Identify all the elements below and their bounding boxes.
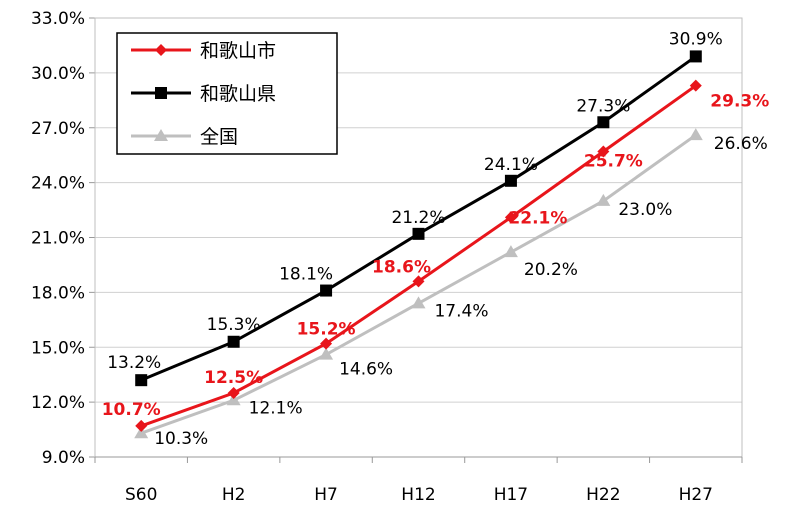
- x-tick-label: S60: [125, 485, 157, 505]
- data-label-diamond: 10.7%: [102, 400, 161, 420]
- data-label-diamond: 29.3%: [710, 92, 769, 112]
- data-label-triangle: 17.4%: [434, 301, 488, 321]
- y-tick-label: 33.0%: [31, 9, 85, 29]
- y-tick-label: 9.0%: [42, 448, 85, 468]
- square-marker: [597, 116, 610, 129]
- legend-square-marker: [155, 87, 167, 99]
- x-tick-label: H22: [586, 485, 620, 505]
- y-axis-ticks: 9.0% 12.0% 15.0% 18.0% 21.0% 24.0% 27.0% 30.0% 3…: [31, 9, 85, 468]
- legend-label: 全国: [200, 126, 238, 148]
- x-tick-label: H7: [314, 485, 338, 505]
- x-tick-label: H27: [679, 485, 713, 505]
- data-label-diamond: 15.2%: [297, 320, 356, 340]
- data-label-diamond: 22.1%: [508, 208, 567, 228]
- x-tick-label: H17: [494, 485, 528, 505]
- data-label-square: 21.2%: [391, 208, 445, 228]
- data-label-triangle: 14.6%: [339, 360, 393, 380]
- data-label-square: 24.1%: [484, 155, 538, 175]
- data-label-square: 15.3%: [207, 315, 261, 335]
- x-axis-ticks: S60 H2 H7 H12 H17 H22 H27: [125, 485, 713, 505]
- triangle-marker: [688, 128, 703, 141]
- legend-label: 和歌山県: [200, 83, 276, 105]
- data-label-triangle: 12.1%: [249, 398, 303, 418]
- legend-triangle-marker: [154, 129, 168, 141]
- data-label-diamond: 12.5%: [204, 368, 263, 388]
- legend-diamond-marker: [155, 44, 167, 56]
- diamond-marker: [135, 419, 148, 432]
- diamond-marker: [597, 145, 610, 158]
- diamond-marker: [412, 275, 425, 288]
- series-markers: [134, 50, 703, 439]
- square-marker: [227, 335, 240, 348]
- square-marker: [689, 50, 702, 63]
- y-tick-label: 15.0%: [31, 338, 85, 358]
- triangle-marker: [503, 245, 518, 258]
- triangle-marker: [411, 296, 426, 309]
- legend-label: 和歌山市: [200, 40, 276, 62]
- square-marker: [135, 374, 148, 387]
- y-tick-label: 21.0%: [31, 229, 85, 249]
- data-label-diamond: 18.6%: [372, 257, 431, 277]
- data-labels: 10.7% 12.5% 15.2% 18.6% 22.1% 25.7% 29.3% 13.2%…: [102, 29, 770, 449]
- square-marker: [412, 227, 425, 240]
- square-marker: [320, 284, 333, 297]
- data-label-triangle: 20.2%: [524, 260, 578, 280]
- y-tick-label: 30.0%: [31, 64, 85, 84]
- data-label-triangle: 26.6%: [714, 134, 768, 154]
- triangle-marker: [319, 347, 334, 360]
- data-label-diamond: 25.7%: [584, 152, 643, 172]
- data-label-square: 13.2%: [107, 353, 161, 373]
- data-label-triangle: 23.0%: [618, 200, 672, 220]
- y-tick-label: 24.0%: [31, 174, 85, 194]
- y-tick-label: 12.0%: [31, 393, 85, 413]
- triangle-marker: [226, 393, 241, 406]
- x-tick-label: H2: [222, 485, 246, 505]
- data-label-square: 18.1%: [279, 265, 333, 285]
- square-marker: [504, 174, 517, 187]
- diamond-marker: [504, 211, 517, 224]
- data-label-triangle: 10.3%: [154, 429, 208, 449]
- diamond-marker: [689, 79, 702, 92]
- x-tick-label: H12: [401, 485, 435, 505]
- diamond-marker: [227, 386, 240, 399]
- data-label-square: 27.3%: [576, 96, 630, 116]
- y-tick-label: 18.0%: [31, 283, 85, 303]
- diamond-marker: [320, 337, 333, 350]
- triangle-marker: [134, 426, 149, 439]
- axes: [89, 17, 743, 463]
- triangle-marker: [596, 193, 611, 206]
- y-tick-label: 27.0%: [31, 119, 85, 139]
- data-label-square: 30.9%: [669, 29, 723, 49]
